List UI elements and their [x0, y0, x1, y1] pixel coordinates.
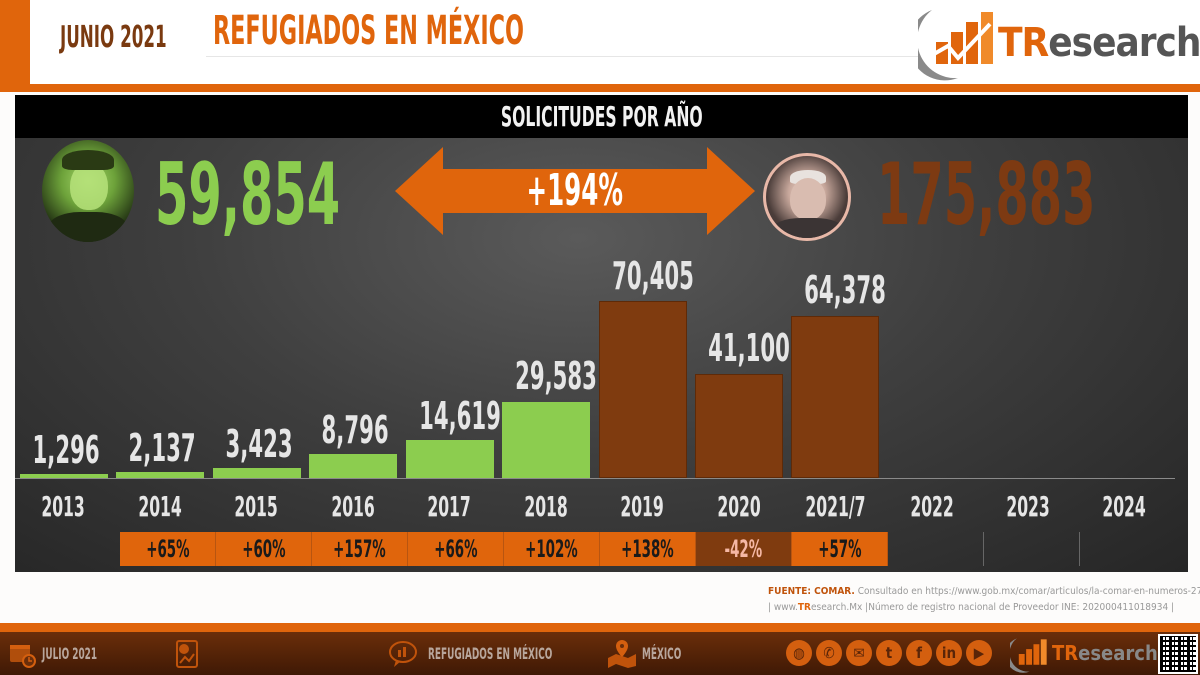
- footer-logo-wordmark: TResearch: [1052, 641, 1158, 665]
- footer-logo-icon: [1010, 638, 1047, 673]
- map-pin-icon: [608, 640, 636, 668]
- x-axis-line: [15, 478, 1175, 479]
- bar-value: 41,100: [708, 326, 790, 370]
- bar-value: 70,405: [612, 254, 694, 298]
- double-arrow-icon: [395, 147, 755, 235]
- pct-change-negative: -42%: [696, 532, 792, 566]
- bar: [599, 301, 687, 478]
- page-title: REFUGIADOS EN MÉXICO: [213, 8, 524, 54]
- chat-chart-icon: [389, 641, 417, 667]
- pct-change-empty: [888, 532, 984, 566]
- bar: [502, 402, 590, 478]
- bar-2019: 70,405: [597, 245, 694, 478]
- year-label: 2016: [331, 490, 375, 523]
- year-label: 2022: [910, 490, 954, 523]
- youtube-icon[interactable]: ▶: [966, 640, 992, 666]
- bar: [406, 440, 494, 478]
- footer-region: MÉXICO: [642, 644, 682, 663]
- bar-value: 64,378: [804, 268, 886, 312]
- pct-change: +65%: [120, 532, 216, 566]
- chart-panel: SOLICITUDES POR AÑO 59,854 +194% 175,883…: [15, 95, 1188, 572]
- email-icon[interactable]: ✉: [846, 640, 872, 666]
- year-label: 2018: [524, 490, 568, 523]
- year-label: 2019: [620, 490, 664, 523]
- year-label: 2021/7: [805, 490, 866, 523]
- footer-date: JULIO 2021: [42, 644, 98, 663]
- bar: [695, 374, 783, 478]
- facebook-icon[interactable]: f: [906, 640, 932, 666]
- bar-2018: 29,583: [500, 245, 597, 478]
- bar-2017: 14,619: [404, 245, 501, 478]
- bar-2015: 3,423: [211, 245, 307, 478]
- bar: [20, 474, 108, 478]
- pct-change: +102%: [504, 532, 600, 566]
- bar: [213, 468, 301, 478]
- left-avatar: [42, 140, 134, 242]
- year-label: 2014: [138, 490, 182, 523]
- bar-value: 8,796: [321, 408, 389, 452]
- footer-accent-bar: [0, 623, 1200, 632]
- header-accent-bar: [0, 0, 30, 92]
- bar-chart: 1,296 2,137 3,423 8,796 14,619 29,583 70…: [15, 245, 1188, 478]
- bar-2020: 41,100: [693, 245, 790, 478]
- bar: [309, 454, 397, 478]
- right-avatar: [763, 153, 851, 241]
- globe-icon[interactable]: ◍: [786, 640, 812, 666]
- bar-2016: 8,796: [307, 245, 403, 478]
- source-note: FUENTE: COMAR. Consultado en https://www…: [768, 586, 1200, 613]
- pct-change-empty: [984, 532, 1080, 566]
- linkedin-icon[interactable]: in: [936, 640, 962, 666]
- year-label: 2024: [1102, 490, 1146, 523]
- logo-wordmark: TResearch: [998, 20, 1200, 66]
- header-bottom-bar: [0, 84, 1200, 92]
- year-label: 2013: [41, 490, 85, 523]
- footer-topic: REFUGIADOS EN MÉXICO: [428, 644, 553, 663]
- pct-change: +138%: [600, 532, 696, 566]
- bar-2013: 1,296: [18, 245, 114, 478]
- pct-change: +57%: [792, 532, 888, 566]
- phone-icon[interactable]: ✆: [816, 640, 842, 666]
- qr-code[interactable]: [1158, 634, 1198, 674]
- header: JUNIO 2021 REFUGIADOS EN MÉXICO TResearc…: [0, 0, 1200, 92]
- bar-value: 1,296: [32, 428, 100, 472]
- right-total: 175,883: [877, 145, 1096, 245]
- left-total: 59,854: [155, 145, 341, 245]
- percent-change-row: +65% +60% +157% +66% +102% +138% -42% +5…: [15, 532, 1188, 566]
- tresearch-logo: TResearch: [918, 2, 1200, 82]
- bar-2021-7: 64,378: [789, 245, 886, 478]
- twitter-icon[interactable]: t: [876, 640, 902, 666]
- bar: [791, 316, 879, 478]
- change-percent: +194%: [526, 165, 624, 216]
- report-date: JUNIO 2021: [60, 20, 167, 55]
- year-label: 2020: [717, 490, 761, 523]
- logo-chart-icon: [918, 10, 993, 81]
- pct-change: +66%: [408, 532, 504, 566]
- chart-title: SOLICITUDES POR AÑO: [500, 100, 703, 133]
- panel-title-bar: [15, 95, 1188, 138]
- header-divider: [206, 56, 918, 57]
- year-label: 2015: [234, 490, 278, 523]
- report-chart-icon: [176, 640, 198, 668]
- year-label: 2017: [427, 490, 471, 523]
- bar: [116, 472, 204, 478]
- x-axis-labels: 2013 2014 2015 2016 2017 2018 2019 2020 …: [15, 487, 1188, 527]
- pct-change: +157%: [312, 532, 408, 566]
- calendar-clock-icon: [10, 645, 36, 668]
- bar-value: 29,583: [515, 354, 597, 398]
- bar-2014: 2,137: [114, 245, 210, 478]
- bar-value: 14,619: [419, 394, 501, 438]
- footer: JULIO 2021 REFUGIADOS EN MÉXICO MÉXICO ◍…: [0, 632, 1200, 675]
- bar-value: 3,423: [225, 422, 293, 466]
- year-label: 2023: [1006, 490, 1050, 523]
- bar-value: 2,137: [128, 426, 196, 470]
- pct-change: +60%: [216, 532, 312, 566]
